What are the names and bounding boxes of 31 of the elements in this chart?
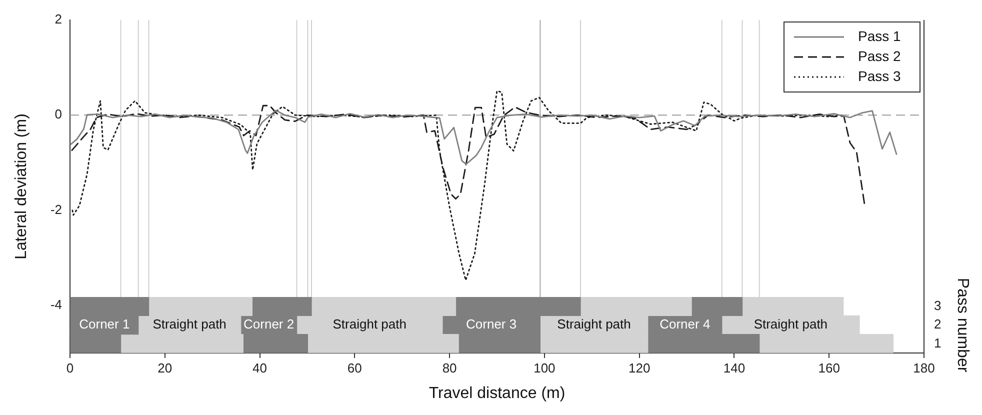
legend-label: Pass 1 (858, 28, 902, 44)
series-label: Corner 2 (244, 316, 294, 332)
series-label: Straight path (754, 316, 828, 332)
x-tick-label: 60 (347, 360, 362, 376)
x-tick-label: 0 (66, 360, 74, 376)
series-label: Straight path (332, 316, 406, 332)
y-tick-label: 1 (934, 335, 942, 350)
x-tick-label: 40 (252, 360, 268, 376)
x-tick-label: 120 (628, 360, 650, 376)
series-label: Straight path (152, 316, 226, 332)
x-tick-label: 80 (442, 360, 457, 376)
y-axis-title: Pass number (954, 278, 971, 373)
legend-label: Pass 2 (858, 48, 902, 64)
x-tick-label: 20 (158, 360, 172, 376)
y-axis-title: Lateral deviation (m) (13, 114, 30, 260)
x-tick-label: 180 (913, 360, 935, 376)
x-axis-title: Travel distance (m) (428, 384, 566, 402)
x-tick-label: 160 (818, 360, 840, 376)
y-tick-label: -4 (50, 297, 62, 312)
series-label: Corner 4 (660, 316, 710, 332)
y-tick-label: 3 (934, 298, 942, 313)
series-label: Corner 3 (466, 316, 517, 332)
y-tick-label: 0 (54, 106, 62, 122)
y-tick-label: -2 (50, 202, 62, 217)
y-tick-label: 2 (934, 316, 942, 332)
x-tick-label: 140 (723, 360, 746, 376)
x-tick-label: 100 (534, 360, 556, 376)
series-label: Straight path (557, 316, 631, 332)
legend-label: Pass 3 (858, 68, 902, 84)
series-label: Corner 1 (79, 316, 130, 332)
y-tick-label: 2 (54, 12, 62, 27)
